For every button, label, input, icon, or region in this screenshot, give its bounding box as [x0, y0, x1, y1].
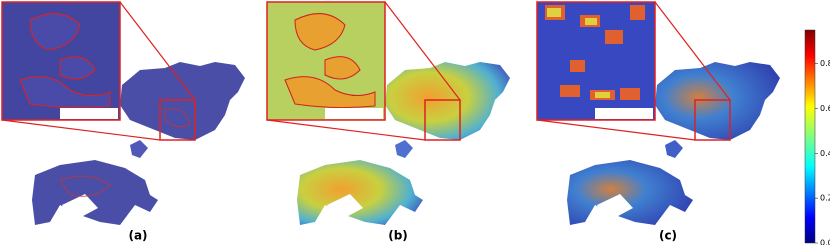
colorbar-tick-label: 0.8: [820, 59, 830, 68]
panel-label: (a): [128, 229, 147, 243]
panel-b: (b): [266, 1, 510, 243]
colorbar-ticks: 0.0 0.2 0.4 0.6 0.8: [815, 59, 830, 245]
panel-a: (a): [1, 1, 245, 243]
panel-label: (b): [388, 229, 408, 243]
panel-label: (c): [659, 229, 677, 243]
colorbar-tick-label: 0.0: [820, 239, 830, 245]
colorbar-tick-label: 0.6: [820, 104, 830, 113]
colorbar-tick-label: 0.2: [820, 194, 830, 203]
colorbar-tick-label: 0.4: [820, 149, 830, 158]
colorbar: [804, 29, 816, 244]
panel-c: (c): [536, 1, 780, 243]
